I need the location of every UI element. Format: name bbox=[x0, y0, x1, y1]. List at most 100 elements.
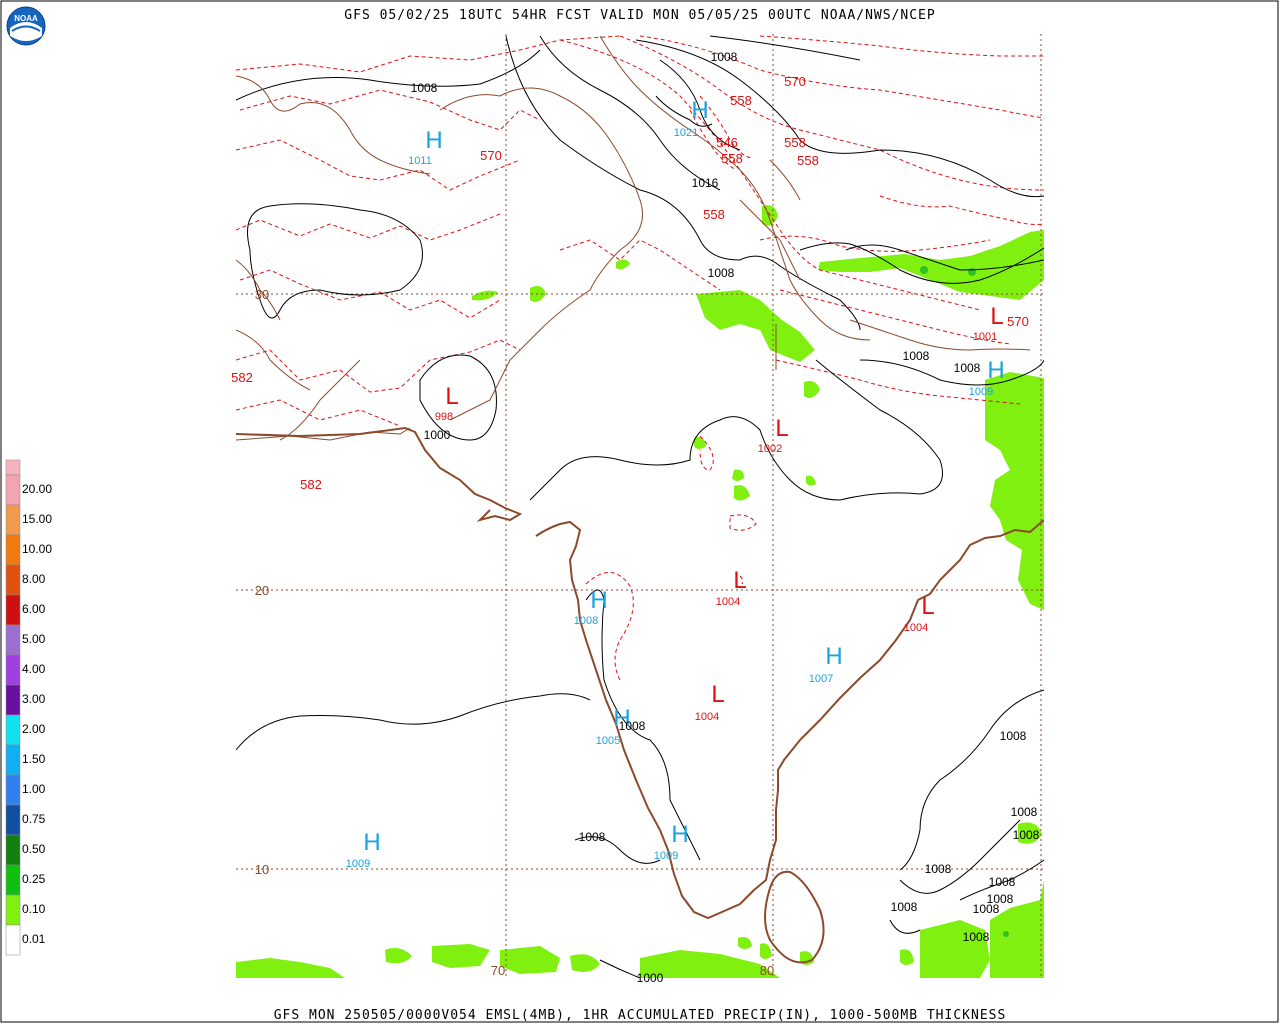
pressure-center-low: L bbox=[775, 415, 788, 442]
pressure-center-low: L bbox=[921, 593, 934, 620]
legend-swatch bbox=[5, 684, 21, 716]
thickness-contours bbox=[236, 35, 1044, 681]
thickness-label: 558 bbox=[730, 93, 752, 108]
thickness-label: 582 bbox=[231, 370, 253, 385]
thickness-label: 558 bbox=[797, 153, 819, 168]
pressure-center-value: 1009 bbox=[969, 386, 993, 398]
isobar-label: 1008 bbox=[579, 830, 606, 844]
isobar-label: 1008 bbox=[1000, 729, 1027, 743]
pressure-center-high: H bbox=[590, 587, 607, 614]
longitude-label: 80 bbox=[760, 963, 774, 978]
pressure-center-low: L bbox=[990, 303, 1003, 330]
pressure-center-high: H bbox=[691, 97, 708, 124]
pressure-center-value: 1011 bbox=[408, 155, 432, 167]
legend-label: 6.00 bbox=[22, 602, 46, 616]
isobar-label: 1008 bbox=[963, 930, 990, 944]
isobar-label: 1008 bbox=[903, 349, 930, 363]
legend-swatch bbox=[5, 534, 21, 566]
legend-swatch bbox=[5, 834, 21, 866]
isobar-label: 1008 bbox=[411, 81, 438, 95]
latitude-label: 30 bbox=[255, 287, 269, 302]
isobar-label: 1008 bbox=[708, 266, 735, 280]
map-area bbox=[236, 34, 1044, 978]
pressure-center-high: H bbox=[613, 705, 630, 732]
legend-label: 8.00 bbox=[22, 572, 46, 586]
pressure-center-high: H bbox=[987, 357, 1004, 384]
isobar-contours bbox=[236, 35, 1044, 978]
pressure-center-high: H bbox=[671, 821, 688, 848]
pressure-center-value: 1005 bbox=[596, 735, 620, 747]
legend-label: 5.00 bbox=[22, 632, 46, 646]
isobar-label: 1008 bbox=[973, 902, 1000, 916]
pressure-center-value: 1009 bbox=[654, 850, 678, 862]
thickness-label: 546 bbox=[716, 135, 738, 150]
legend-swatch bbox=[5, 474, 21, 506]
legend-label: 1.00 bbox=[22, 782, 46, 796]
legend-swatch bbox=[5, 459, 21, 476]
legend-label: 0.01 bbox=[22, 932, 46, 946]
legend-label: 20.00 bbox=[22, 482, 53, 496]
legend-swatch bbox=[5, 624, 21, 656]
latitude-label: 10 bbox=[255, 862, 269, 877]
legend-swatch bbox=[5, 594, 21, 626]
isobar-label: 1000 bbox=[637, 971, 664, 985]
legend-swatch bbox=[5, 564, 21, 596]
latitude-label: 20 bbox=[255, 583, 269, 598]
thickness-label: 558 bbox=[784, 135, 806, 150]
isobar-label: 1000 bbox=[424, 428, 451, 442]
pressure-center-low: L bbox=[445, 383, 458, 410]
legend-swatch bbox=[5, 504, 21, 536]
legend-label: 15.00 bbox=[22, 512, 53, 526]
coastline bbox=[236, 426, 1044, 964]
isobar-label: 1008 bbox=[619, 719, 646, 733]
legend-label: 0.10 bbox=[22, 902, 46, 916]
isobar-label: 1008 bbox=[891, 900, 918, 914]
isobar-label: 1016 bbox=[692, 176, 719, 190]
svg-text:NOAA: NOAA bbox=[14, 14, 38, 23]
legend-label: 0.25 bbox=[22, 872, 46, 886]
header-title: GFS 05/02/25 18UTC 54HR FCST VALID MON 0… bbox=[344, 8, 936, 23]
legend-swatch bbox=[5, 654, 21, 686]
geopolitical-borders bbox=[236, 35, 1031, 441]
legend-label: 2.00 bbox=[22, 722, 46, 736]
pressure-center-high: H bbox=[825, 643, 842, 670]
legend-label: 10.00 bbox=[22, 542, 53, 556]
pressure-center-high: H bbox=[425, 127, 442, 154]
thickness-label: 558 bbox=[721, 151, 743, 166]
legend-label: 3.00 bbox=[22, 692, 46, 706]
footer-caption: GFS MON 250505/0000V054 EMSL(4MB), 1HR A… bbox=[273, 1008, 1007, 1023]
isobar-label: 1008 bbox=[925, 862, 952, 876]
pressure-center-value: 1008 bbox=[574, 615, 598, 627]
longitude-label: 70 bbox=[491, 963, 505, 978]
legend-swatch bbox=[5, 924, 21, 956]
pressure-center-low: L bbox=[711, 681, 724, 708]
legend-swatch bbox=[5, 894, 21, 926]
legend-swatch bbox=[5, 714, 21, 746]
pressure-center-value: 1004 bbox=[904, 622, 928, 634]
legend-swatch bbox=[5, 744, 21, 776]
precip-legend bbox=[5, 459, 21, 956]
legend-swatch bbox=[5, 774, 21, 806]
pressure-center-value: 1002 bbox=[758, 443, 782, 455]
isobar-label: 1008 bbox=[1013, 828, 1040, 842]
isobar-label: 1008 bbox=[711, 50, 738, 64]
pressure-center-value: 1009 bbox=[346, 858, 370, 870]
pressure-center-high: H bbox=[363, 829, 380, 856]
pressure-center-value: 1001 bbox=[973, 331, 997, 343]
pressure-center-value: 998 bbox=[435, 411, 453, 423]
thickness-label: 558 bbox=[703, 207, 725, 222]
thickness-label: 570 bbox=[480, 148, 502, 163]
pressure-center-value: 1004 bbox=[716, 596, 740, 608]
isobar-label: 1008 bbox=[954, 361, 981, 375]
pressure-center-value: 1007 bbox=[809, 673, 833, 685]
thickness-label: 570 bbox=[784, 74, 806, 89]
legend-label: 0.75 bbox=[22, 812, 46, 826]
legend-label: 4.00 bbox=[22, 662, 46, 676]
noaa-logo-icon: NOAA bbox=[6, 6, 46, 46]
lat-lon-grid bbox=[236, 34, 1044, 978]
legend-swatch bbox=[5, 804, 21, 836]
legend-swatch bbox=[5, 864, 21, 896]
